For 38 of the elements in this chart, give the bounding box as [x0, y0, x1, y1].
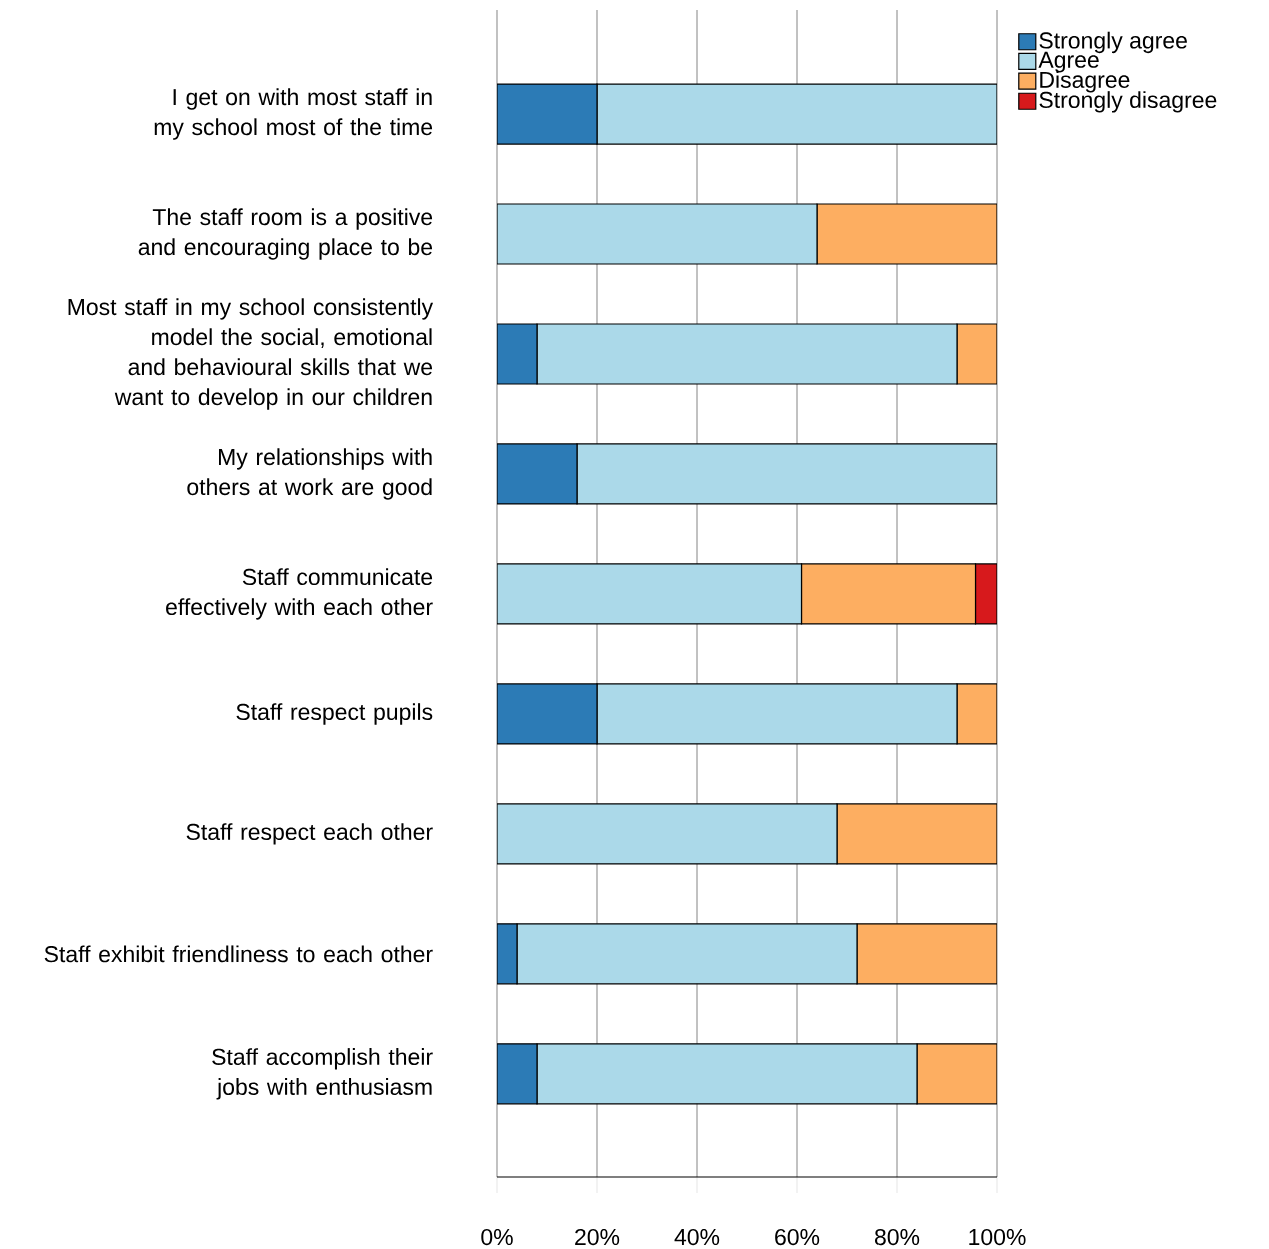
x-tick-label: 100%: [969, 1228, 1026, 1246]
bar: [497, 83, 598, 145]
y-tick-label: Staff accomplish their jobs with enthusiasm: [212, 1048, 433, 1100]
bar: [497, 203, 818, 265]
bar: [516, 923, 858, 985]
y-tick-label: Staff respect each other: [186, 823, 433, 845]
bar: [836, 803, 997, 865]
x-tick-label: 80%: [874, 1228, 920, 1246]
x-tick-label: 60%: [775, 1228, 820, 1246]
bar: [816, 203, 997, 265]
bar: [800, 563, 977, 625]
bar: [497, 443, 578, 505]
bar: [536, 323, 958, 385]
bar: [497, 683, 598, 745]
legend-label: Strongly disagree: [1039, 91, 1217, 113]
y-tick-label: Staff respect pupils: [236, 703, 433, 725]
legend-label: Disagree: [1040, 71, 1130, 93]
y-tick-label: Most staff in my school consistently model the social, emotional and behavioural skills that we want to develop in our children: [68, 298, 434, 410]
bar: [956, 323, 997, 385]
bar: [497, 803, 838, 865]
y-tick-label: My relationships with others at work are good: [187, 448, 432, 500]
x-tick-label: 20%: [575, 1228, 620, 1246]
bar: [596, 683, 958, 745]
bar: [497, 323, 538, 385]
bar: [856, 923, 997, 985]
bar: [497, 563, 803, 625]
bar: [956, 683, 997, 745]
bar: [596, 83, 997, 145]
bar: [916, 1043, 997, 1105]
bar: [536, 1043, 918, 1105]
y-tick-label: Staff exhibit friendliness to each other: [44, 945, 433, 963]
y-tick-label: I get on with most staff in my school most of the time: [154, 88, 433, 140]
bar: [576, 443, 997, 505]
x-tick-label: 40%: [674, 1228, 720, 1246]
y-tick-label: Staff communicate effectively with each other: [166, 568, 433, 620]
y-tick-label: The staff room is a positive and encouraging place to be: [138, 208, 433, 260]
x-tick-label: 0%: [481, 1228, 513, 1246]
bar: [497, 1043, 538, 1105]
